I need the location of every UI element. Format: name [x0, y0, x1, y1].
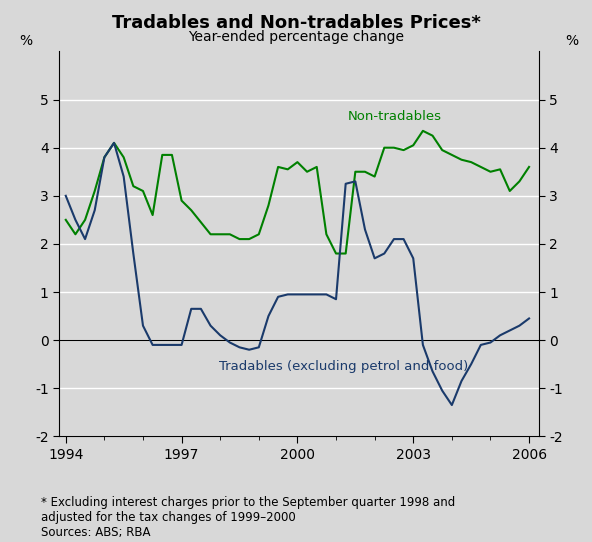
- Text: Tradables (excluding petrol and food): Tradables (excluding petrol and food): [219, 360, 468, 373]
- Text: Tradables and Non-tradables Prices*: Tradables and Non-tradables Prices*: [111, 14, 481, 31]
- Text: Year-ended percentage change: Year-ended percentage change: [188, 30, 404, 44]
- Text: %: %: [566, 34, 579, 48]
- Text: * Excluding interest charges prior to the September quarter 1998 and
adjusted fo: * Excluding interest charges prior to th…: [41, 496, 456, 539]
- Text: %: %: [19, 34, 32, 48]
- Text: Non-tradables: Non-tradables: [348, 110, 442, 123]
